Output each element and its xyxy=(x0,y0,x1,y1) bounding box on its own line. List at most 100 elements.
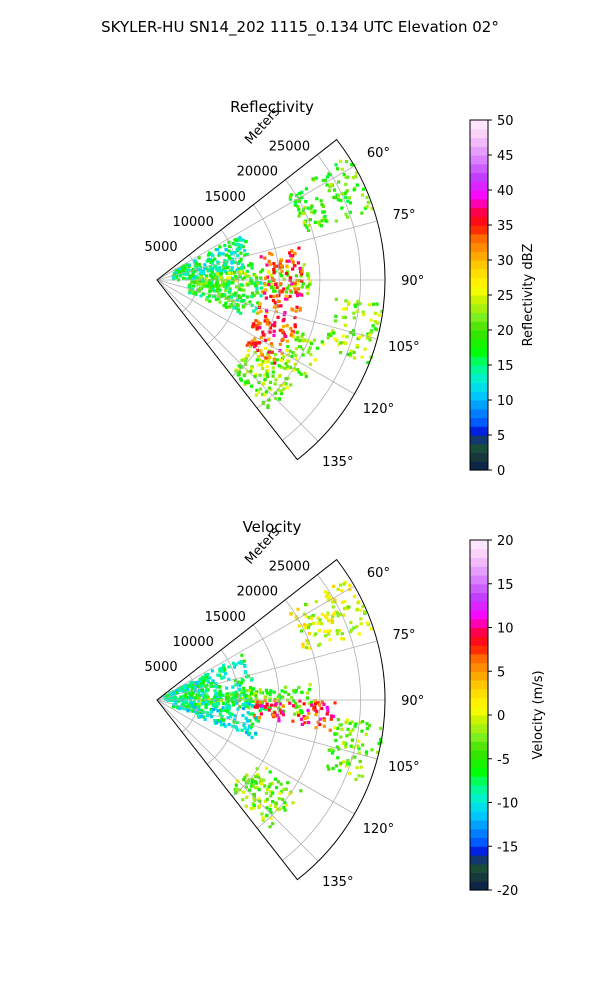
echo-cell xyxy=(345,189,349,193)
echo-cell xyxy=(315,709,319,714)
echo-cell xyxy=(331,584,336,589)
echo-cell xyxy=(272,333,276,337)
echo-cell xyxy=(296,261,301,265)
echo-cell xyxy=(217,284,221,288)
echo-cell xyxy=(226,707,230,711)
echo-cell xyxy=(181,689,185,693)
echo-cell xyxy=(257,775,261,779)
echo-cell xyxy=(312,338,317,342)
colorbar-segment xyxy=(470,618,488,629)
echo-cell xyxy=(306,287,311,291)
echo-cell xyxy=(292,689,296,693)
echo-cell xyxy=(259,270,263,274)
echo-cell xyxy=(289,333,293,337)
echo-cell xyxy=(218,669,222,673)
echo-cell xyxy=(369,627,373,631)
echo-cell xyxy=(225,710,230,714)
echo-cell xyxy=(288,294,292,299)
echo-cell xyxy=(277,304,281,308)
echo-cell xyxy=(271,800,275,804)
echo-cell xyxy=(218,685,222,689)
echo-cell xyxy=(268,380,273,384)
echo-cell xyxy=(257,805,261,810)
azimuth-spoke xyxy=(156,640,378,701)
echo-cell xyxy=(244,356,249,360)
echo-cell xyxy=(215,297,219,301)
echo-cell xyxy=(264,688,269,692)
echo-cell xyxy=(234,663,238,667)
echo-cell xyxy=(249,344,253,348)
colorbar-segment xyxy=(470,435,488,445)
echo-cell xyxy=(325,175,330,179)
echo-cell xyxy=(305,272,309,276)
echo-cell xyxy=(341,334,345,338)
echo-cell xyxy=(268,706,272,710)
echo-cell xyxy=(218,712,222,716)
echo-cell xyxy=(325,705,329,710)
echo-cell xyxy=(223,259,227,263)
echo-cell xyxy=(296,607,300,611)
echo-cell xyxy=(333,598,337,602)
echo-cell xyxy=(299,717,304,721)
echo-cell xyxy=(283,366,287,371)
echo-cell xyxy=(261,359,266,364)
echo-cell xyxy=(283,685,287,689)
echo-cell xyxy=(228,287,232,291)
echo-cell xyxy=(268,262,273,267)
echo-cell xyxy=(338,769,342,773)
echo-cell xyxy=(244,380,248,384)
echo-cell xyxy=(211,286,215,290)
echo-cell xyxy=(266,375,270,379)
echo-cell xyxy=(314,600,318,604)
colorbar-segment xyxy=(470,697,488,707)
echo-cell xyxy=(279,782,283,786)
echo-cell xyxy=(355,625,359,629)
echo-cell xyxy=(258,322,262,326)
echo-cell xyxy=(326,592,330,596)
echo-cell xyxy=(255,700,259,704)
radial-tick-label: 15000 xyxy=(205,190,246,205)
echo-cell xyxy=(202,282,206,286)
echo-cell xyxy=(273,711,277,715)
colorbar-segment xyxy=(470,820,488,830)
echo-cell xyxy=(206,253,211,257)
echo-cell xyxy=(329,333,333,338)
echo-cell xyxy=(270,285,274,289)
echo-cell xyxy=(210,288,214,292)
echo-cell xyxy=(300,690,304,694)
echo-cell xyxy=(211,679,215,683)
echo-cell xyxy=(221,706,225,710)
echo-cell xyxy=(192,284,196,288)
echo-cell xyxy=(239,243,243,247)
echo-cell xyxy=(207,269,211,273)
echo-cell xyxy=(250,281,254,286)
echo-cell xyxy=(272,690,276,694)
echo-cell xyxy=(245,695,249,700)
echo-cell xyxy=(344,720,348,725)
echo-cell xyxy=(193,709,197,714)
echo-cell xyxy=(255,388,259,392)
echo-cell xyxy=(188,291,192,295)
echo-cell xyxy=(210,709,214,714)
echo-cell xyxy=(302,623,306,627)
azimuth-tick-label: 90° xyxy=(401,694,424,709)
echo-cell xyxy=(330,600,335,604)
echo-cell xyxy=(231,281,235,285)
echo-cell xyxy=(204,706,208,710)
echo-cell xyxy=(235,691,239,696)
echo-cell xyxy=(241,245,245,249)
echo-cell xyxy=(252,281,256,285)
echo-cell xyxy=(197,699,201,703)
echo-cell xyxy=(198,287,202,291)
echo-cell xyxy=(185,683,189,688)
colorbar-segment xyxy=(470,750,488,760)
echo-cell xyxy=(230,299,235,303)
echo-cell xyxy=(220,676,224,680)
echo-cell xyxy=(254,324,258,328)
echo-cell xyxy=(355,344,359,348)
radial-tick-label: 15000 xyxy=(205,610,246,625)
echo-cell xyxy=(291,335,296,339)
echo-cell xyxy=(259,712,263,716)
echo-cell xyxy=(259,349,263,353)
echo-cell xyxy=(303,716,307,720)
